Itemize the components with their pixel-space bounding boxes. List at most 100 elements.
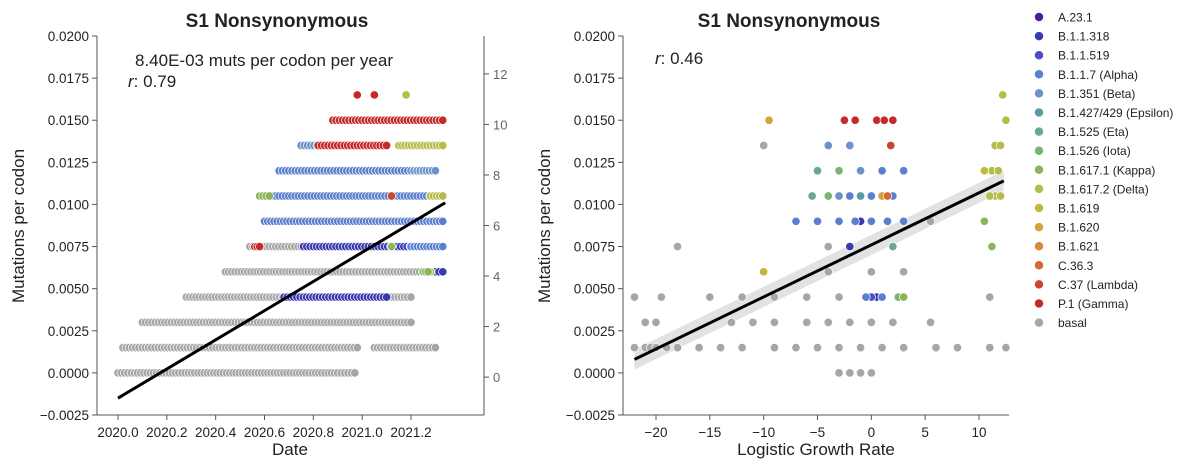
chart-right-point [823,140,833,151]
chart-right-r-value: : 0.46 [661,49,704,68]
chart-right-point [995,140,1006,151]
chart-right-point [845,368,855,378]
chart-right-point [866,368,876,378]
legend-label: A.23.1 [1058,11,1093,25]
legend-marker [1034,50,1044,61]
chart-left-r-symbol: r [128,72,135,91]
chart-right-point [925,317,936,327]
chart-left-point [438,267,448,277]
chart-right-point [879,115,889,125]
chart-left-x-tick-label: 2020.2 [146,425,187,440]
chart-right-y-tick-label: 0.0150 [574,113,615,128]
legend-label: B.1.1.519 [1058,49,1110,63]
chart-left-r-value: : 0.79 [134,72,177,91]
chart-right-point [823,191,833,201]
chart-right-x-tick-label: −5 [810,425,825,440]
chart-left-point [350,368,360,378]
chart-left-point [369,90,379,100]
legend-marker [1034,145,1044,156]
legend-marker [1034,107,1044,118]
chart-left-point [382,292,392,302]
chart-right-point [802,317,812,327]
chart-right-point [850,115,860,125]
chart-right-x-tick-label: 0 [868,425,876,440]
chart-right-point [807,191,817,201]
chart-right-point [791,343,801,353]
chart-right-y-ticks: −0.0025 0.0000 0.0025 0.0050 0.0075 0.0100 0.0… [566,29,623,423]
chart-right-point [866,317,876,327]
chart-left-point [406,317,416,327]
chart-right-point [629,343,640,353]
chart-right-point [629,292,640,302]
chart-left-title: S1 Nonsynonymous [186,11,369,32]
chart-right-y-tick-label: 0.0100 [574,197,615,212]
legend-label: C.36.3 [1058,259,1094,273]
chart-left-x-ticks: 2020.0 2020.2 2020.4 2020.6 2020.8 2021.0 2021… [97,415,432,440]
chart-right-r-symbol: r [655,49,662,68]
chart-right-point [899,216,909,226]
chart-right-point [812,216,823,226]
chart-left-y-tick-label: 0.0200 [48,29,89,44]
chart-right-point [834,368,844,378]
chart-left-point [264,191,274,201]
chart-right-x-tick-label: −20 [645,425,668,440]
chart-right-x-tick-label: 10 [971,425,986,440]
chart-right-point [759,267,769,277]
chart-right-point [764,115,774,125]
chart-right-point [1001,343,1011,353]
chart-right-x-ticks: −20 −15 −10 −5 0 5 10 [645,415,987,440]
chart-right-point [656,292,666,302]
chart-left-y-tick-label: 0.0100 [48,197,89,212]
chart-left-x-tick-label: 2021.2 [390,425,431,440]
chart-left-x-tick-label: 2021.0 [342,425,383,440]
legend-marker [1034,317,1044,328]
chart-left-secondary-y-ticks: 0 2 4 6 8 10 12 [484,67,507,385]
legend-label: basal [1058,316,1087,330]
chart-left-y-tick-label: 0.0175 [48,71,89,86]
chart-left-point [430,166,440,176]
chart-right-point [834,191,844,201]
legend: A.23.1 B.1.1.318 B.1.1.519 B.1.1.7 (Alpha) B… [1034,11,1173,330]
chart-left-y-tick-label: −0.0025 [40,408,89,423]
chart-right-point [769,343,779,353]
chart-left-point [438,115,448,125]
chart-right-point [985,343,995,353]
chart-right-point [872,115,882,125]
chart-left-point [352,343,362,353]
chart-right-point [987,242,997,252]
chart-right-annotation-r: r: 0.46 [655,49,703,68]
chart-left-secondary-y-tick-label: 4 [493,269,500,284]
chart-left-y-tick-label: 0.0000 [48,366,89,381]
chart-right-point [812,166,823,176]
chart-right-y-label: Mutations per codon [535,149,554,303]
chart-right-point [888,115,898,125]
chart-right-point [899,267,909,277]
chart-right-point [850,216,860,226]
chart-right-y-tick-label: 0.0125 [574,155,615,170]
chart-right-point [672,242,683,252]
chart-left-point [438,242,448,252]
chart-right-x-tick-label: −15 [698,425,721,440]
legend-label: B.1.621 [1058,240,1100,254]
chart-left-point [386,191,397,201]
legend-marker [1034,183,1044,194]
chart-right-point [845,317,855,327]
chart-right-point [979,166,989,176]
legend-marker [1034,126,1044,137]
chart-right-point [866,216,876,226]
chart-right-point [856,166,866,176]
legend-label: B.1.617.2 (Delta) [1058,182,1149,196]
chart-left-points [113,90,448,378]
chart-right-point [856,191,866,201]
legend-marker [1034,241,1044,252]
chart-right-point [998,90,1008,100]
chart-left-x-tick-label: 2020.8 [293,425,334,440]
chart-left-y-tick-label: 0.0150 [48,113,89,128]
chart-left: S1 Nonsynonymous −0.0025 0.0000 0.0025 0.00… [9,11,507,459]
chart-right-point [861,292,871,302]
chart-right-point [716,343,726,353]
chart-left-secondary-y-tick-label: 0 [493,370,500,385]
chart-right-point [985,292,995,302]
chart-right-y-tick-label: 0.0075 [574,240,615,255]
